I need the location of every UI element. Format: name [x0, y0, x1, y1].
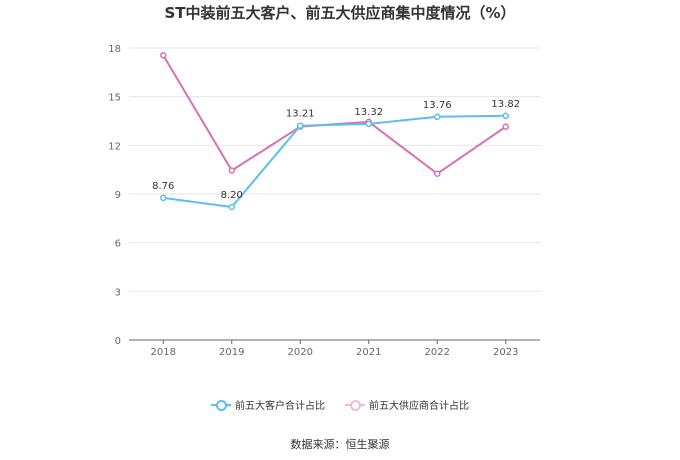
data-point	[502, 123, 509, 130]
data-label: 8.76	[152, 181, 174, 192]
data-point	[297, 122, 304, 129]
x-tick-label: 2022	[425, 347, 450, 358]
data-label: 13.76	[423, 100, 452, 111]
legend-item-suppliers[interactable]: 前五大供应商合计占比	[345, 397, 469, 412]
x-tick-label: 2020	[288, 347, 313, 358]
data-label: 13.32	[354, 107, 383, 118]
data-point	[228, 203, 235, 211]
legend: 前五大客户合计占比 前五大供应商合计占比	[0, 397, 680, 412]
y-tick-label: 0	[115, 336, 121, 347]
x-tick-label: 2021	[356, 347, 381, 358]
y-tick-label: 12	[108, 141, 121, 152]
series-line-0	[163, 114, 506, 208]
y-tick-label: 6	[115, 239, 121, 250]
legend-item-customers[interactable]: 前五大客户合计占比	[211, 397, 325, 412]
data-label: 13.82	[491, 99, 520, 110]
data-point	[365, 120, 372, 128]
data-source-note: 数据来源：恒生聚源	[290, 438, 390, 451]
data-point	[160, 194, 167, 202]
y-tick-label: 15	[108, 93, 121, 104]
x-tick-label: 2018	[151, 347, 176, 358]
x-tick-label: 2023	[493, 347, 518, 358]
chart-title: ST中装前五大客户、前五大供应商集中度情况（%）	[164, 4, 516, 22]
legend-swatch-customers	[211, 399, 231, 411]
legend-label-suppliers: 前五大供应商合计占比	[369, 401, 469, 412]
data-label: 13.21	[286, 109, 315, 120]
data-point	[434, 170, 441, 177]
data-point	[434, 113, 441, 121]
series-line-1	[162, 54, 507, 175]
y-tick-label: 3	[115, 287, 121, 298]
x-tick-label: 2019	[219, 347, 244, 358]
data-point	[502, 112, 509, 120]
legend-swatch-suppliers	[345, 399, 365, 411]
data-label: 8.20	[221, 190, 243, 201]
data-point	[228, 167, 235, 174]
y-tick-label: 18	[108, 44, 121, 55]
legend-label-customers: 前五大客户合计占比	[235, 401, 325, 412]
data-point	[160, 52, 167, 59]
y-tick-label: 9	[115, 190, 121, 201]
